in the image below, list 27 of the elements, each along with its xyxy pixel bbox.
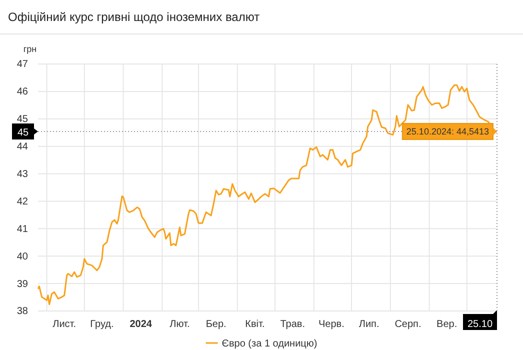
y-tick-label: 47 — [16, 59, 28, 70]
x-tick-label: Лист. — [52, 319, 76, 330]
y-axis-title: грн — [23, 44, 37, 54]
legend-label: Євро (за 1 одиницю) — [222, 338, 318, 350]
x-tick-label: Черв. — [318, 319, 344, 330]
y-tick-label: 40 — [16, 251, 28, 262]
line-series — [37, 84, 498, 306]
y-tick-label: 46 — [16, 86, 28, 98]
y-tick-label: 43 — [16, 168, 28, 180]
x-tick-label: 25.10 — [467, 319, 493, 330]
chart-title: Офіційний курс гривні щодо іноземних валют — [8, 10, 260, 24]
y-tick-label: 41 — [16, 224, 28, 235]
x-tick-label: Лют. — [170, 319, 190, 330]
x-tick-label: Квіт. — [245, 319, 265, 330]
y-tick-label: 45 — [16, 114, 28, 126]
x-tick-label: Лип. — [358, 319, 380, 330]
x-tick-label: Трав. — [280, 319, 305, 330]
x-tick-label: Вер. — [436, 319, 458, 330]
y-tick-label: 38 — [16, 306, 28, 318]
x-tick-label: Груд. — [90, 319, 114, 330]
y-tick-label: 39 — [16, 278, 28, 290]
x-tick-label: Бер. — [206, 319, 226, 330]
x-tick-label: 2024 — [130, 319, 152, 330]
x-tick-label: Серп. — [394, 319, 422, 330]
annotation: 25.10.2024: 44,5413 — [406, 126, 489, 136]
y-tick-label: 42 — [16, 196, 28, 208]
y-tick-label: 44 — [16, 142, 28, 153]
